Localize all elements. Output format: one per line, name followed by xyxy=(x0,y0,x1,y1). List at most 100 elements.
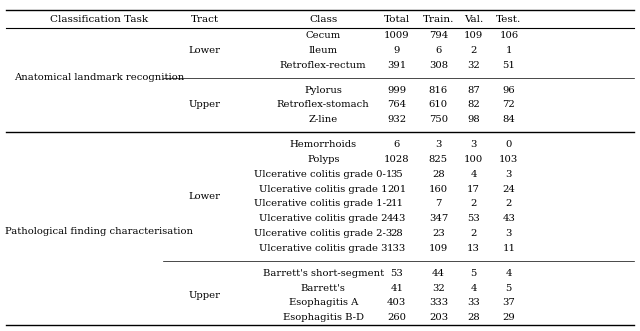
Text: Z-line: Z-line xyxy=(308,115,338,124)
Text: 7: 7 xyxy=(435,199,442,209)
Text: 2: 2 xyxy=(470,229,477,238)
Text: Classification Task: Classification Task xyxy=(50,15,148,24)
Text: 3: 3 xyxy=(506,170,512,179)
Text: 5: 5 xyxy=(506,284,512,293)
Text: 43: 43 xyxy=(502,214,515,223)
Text: 84: 84 xyxy=(502,115,515,124)
Text: 6: 6 xyxy=(435,46,442,55)
Text: 24: 24 xyxy=(502,185,515,194)
Text: Upper: Upper xyxy=(189,291,221,300)
Text: 6: 6 xyxy=(394,140,400,149)
Text: 2: 2 xyxy=(470,46,477,55)
Text: 44: 44 xyxy=(432,269,445,278)
Text: Class: Class xyxy=(309,15,337,24)
Text: 308: 308 xyxy=(429,61,448,70)
Text: 96: 96 xyxy=(502,86,515,95)
Text: 333: 333 xyxy=(429,298,448,307)
Text: 825: 825 xyxy=(429,155,448,164)
Text: 443: 443 xyxy=(387,214,406,223)
Text: Cecum: Cecum xyxy=(305,31,341,40)
Text: 391: 391 xyxy=(387,61,406,70)
Text: 201: 201 xyxy=(387,185,406,194)
Text: 1009: 1009 xyxy=(384,31,410,40)
Text: 109: 109 xyxy=(464,31,483,40)
Text: Tract: Tract xyxy=(191,15,219,24)
Text: 3: 3 xyxy=(470,140,477,149)
Text: Polyps: Polyps xyxy=(307,155,339,164)
Text: 794: 794 xyxy=(429,31,448,40)
Text: 106: 106 xyxy=(499,31,518,40)
Text: Pathological finding characterisation: Pathological finding characterisation xyxy=(5,227,193,236)
Text: Ulcerative colitis grade 1: Ulcerative colitis grade 1 xyxy=(259,185,387,194)
Text: Ulcerative colitis grade 2-3: Ulcerative colitis grade 2-3 xyxy=(254,229,392,238)
Text: 32: 32 xyxy=(467,61,480,70)
Text: Upper: Upper xyxy=(189,100,221,110)
Text: Ulcerative colitis grade 0-1: Ulcerative colitis grade 0-1 xyxy=(254,170,392,179)
Text: 109: 109 xyxy=(429,244,448,253)
Text: 3: 3 xyxy=(435,140,442,149)
Text: 37: 37 xyxy=(502,298,515,307)
Text: 3: 3 xyxy=(506,229,512,238)
Text: 28: 28 xyxy=(432,170,445,179)
Text: 98: 98 xyxy=(467,115,480,124)
Text: 13: 13 xyxy=(467,244,480,253)
Text: 2: 2 xyxy=(470,199,477,209)
Text: Train.: Train. xyxy=(422,15,454,24)
Text: 1: 1 xyxy=(506,46,512,55)
Text: 100: 100 xyxy=(464,155,483,164)
Text: Barrett's short-segment: Barrett's short-segment xyxy=(262,269,384,278)
Text: 160: 160 xyxy=(429,185,448,194)
Text: 41: 41 xyxy=(390,284,403,293)
Text: 82: 82 xyxy=(467,100,480,110)
Text: Ulcerative colitis grade 1-2: Ulcerative colitis grade 1-2 xyxy=(254,199,392,209)
Text: 5: 5 xyxy=(470,269,477,278)
Text: Hemorrhoids: Hemorrhoids xyxy=(290,140,356,149)
Text: Test.: Test. xyxy=(496,15,522,24)
Text: Lower: Lower xyxy=(189,192,221,201)
Text: 133: 133 xyxy=(387,244,406,253)
Text: 403: 403 xyxy=(387,298,406,307)
Text: Ulcerative colitis grade 2: Ulcerative colitis grade 2 xyxy=(259,214,387,223)
Text: Ulcerative colitis grade 3: Ulcerative colitis grade 3 xyxy=(259,244,387,253)
Text: 260: 260 xyxy=(387,313,406,322)
Text: Val.: Val. xyxy=(464,15,483,24)
Text: 28: 28 xyxy=(390,229,403,238)
Text: 999: 999 xyxy=(387,86,406,95)
Text: 203: 203 xyxy=(429,313,448,322)
Text: 32: 32 xyxy=(432,284,445,293)
Text: 87: 87 xyxy=(467,86,480,95)
Text: 9: 9 xyxy=(394,46,400,55)
Text: 29: 29 xyxy=(502,313,515,322)
Text: 23: 23 xyxy=(432,229,445,238)
Text: Retroflex-rectum: Retroflex-rectum xyxy=(280,61,367,70)
Text: 0: 0 xyxy=(506,140,512,149)
Text: 932: 932 xyxy=(387,115,406,124)
Text: Anatomical landmark recognition: Anatomical landmark recognition xyxy=(14,73,184,82)
Text: 2: 2 xyxy=(506,199,512,209)
Text: Esophagitis B-D: Esophagitis B-D xyxy=(283,313,364,322)
Text: 103: 103 xyxy=(499,155,518,164)
Text: 750: 750 xyxy=(429,115,448,124)
Text: 28: 28 xyxy=(467,313,480,322)
Text: 53: 53 xyxy=(467,214,480,223)
Text: 53: 53 xyxy=(390,269,403,278)
Text: 4: 4 xyxy=(470,284,477,293)
Text: 4: 4 xyxy=(506,269,512,278)
Text: 72: 72 xyxy=(502,100,515,110)
Text: 17: 17 xyxy=(467,185,480,194)
Text: 347: 347 xyxy=(429,214,448,223)
Text: Retroflex-stomach: Retroflex-stomach xyxy=(277,100,369,110)
Text: 816: 816 xyxy=(429,86,448,95)
Text: 33: 33 xyxy=(467,298,480,307)
Text: 11: 11 xyxy=(502,244,515,253)
Text: Lower: Lower xyxy=(189,46,221,55)
Text: 4: 4 xyxy=(470,170,477,179)
Text: 1028: 1028 xyxy=(384,155,410,164)
Text: 35: 35 xyxy=(390,170,403,179)
Text: 610: 610 xyxy=(429,100,448,110)
Text: Total: Total xyxy=(383,15,410,24)
Text: 764: 764 xyxy=(387,100,406,110)
Text: Barrett's: Barrett's xyxy=(301,284,346,293)
Text: 11: 11 xyxy=(390,199,403,209)
Text: Esophagitis A: Esophagitis A xyxy=(289,298,358,307)
